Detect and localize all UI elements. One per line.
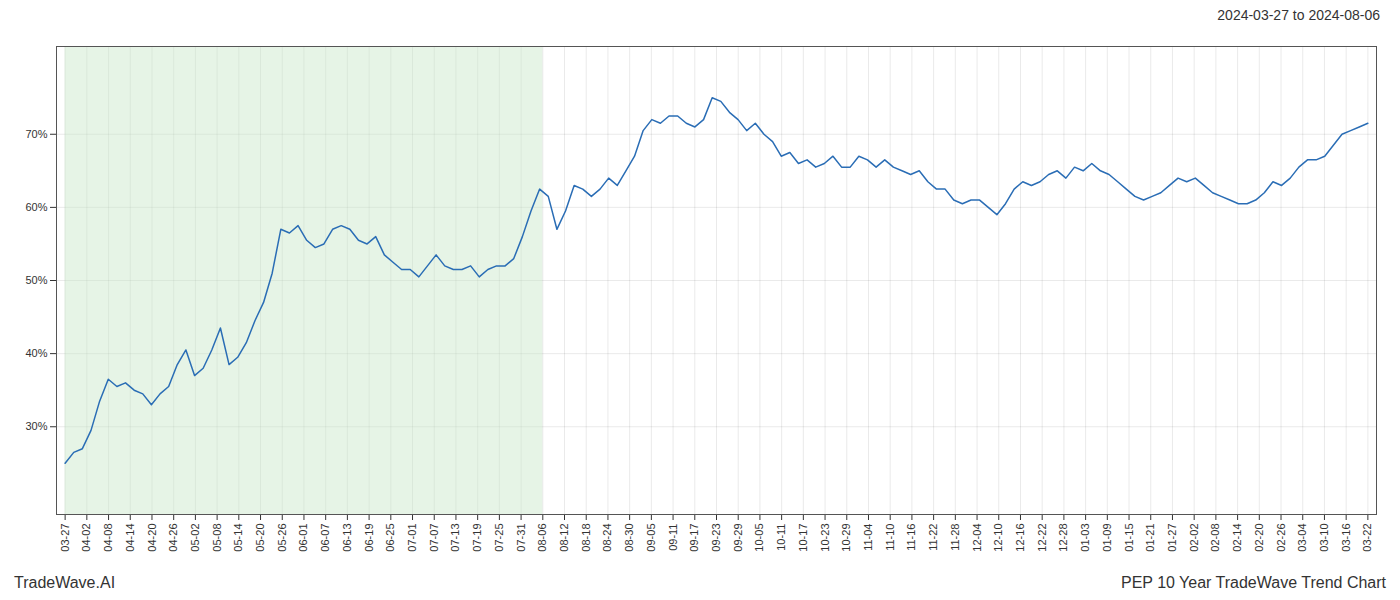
svg-text:04-08: 04-08 [102,524,114,552]
svg-text:08-06: 08-06 [536,524,548,552]
svg-text:40%: 40% [25,347,47,359]
svg-text:12-28: 12-28 [1057,524,1069,552]
svg-text:08-12: 08-12 [558,524,570,552]
svg-text:05-20: 05-20 [254,524,266,552]
svg-text:30%: 30% [25,420,47,432]
svg-text:06-13: 06-13 [341,524,353,552]
svg-text:10-05: 10-05 [753,524,765,552]
html-text:TradeWave.AI: TradeWave.AI [14,574,116,591]
svg-text:70%: 70% [25,128,47,140]
svg-text:12-04: 12-04 [971,524,983,552]
svg-text:05-02: 05-02 [189,524,201,552]
svg-text:09-11: 09-11 [667,524,679,551]
svg-text:09-17: 09-17 [688,524,700,552]
svg-text:08-30: 08-30 [623,524,635,552]
svg-text:12-10: 12-10 [992,524,1004,552]
svg-text:04-14: 04-14 [124,524,136,552]
svg-text:03-04: 03-04 [1296,524,1308,552]
svg-text:12-16: 12-16 [1014,524,1026,552]
svg-text:02-20: 02-20 [1253,524,1265,552]
svg-text:02-14: 02-14 [1231,524,1243,552]
svg-text:02-08: 02-08 [1209,524,1221,552]
svg-text:05-14: 05-14 [232,524,244,552]
svg-text:09-05: 09-05 [645,524,657,552]
svg-text:11-10: 11-10 [884,524,896,551]
svg-text:01-27: 01-27 [1166,524,1178,552]
svg-text:03-27: 03-27 [59,524,71,552]
svg-text:09-23: 09-23 [710,524,722,552]
svg-text:10-29: 10-29 [840,524,852,552]
svg-text:10-23: 10-23 [819,524,831,552]
svg-text:01-09: 01-09 [1101,524,1113,552]
svg-text:09-29: 09-29 [732,524,744,552]
svg-text:02-26: 02-26 [1275,524,1287,552]
svg-text:11-22: 11-22 [927,524,939,551]
svg-text:07-13: 07-13 [449,524,461,552]
svg-text:04-20: 04-20 [145,524,157,552]
svg-text:01-21: 01-21 [1144,524,1156,552]
svg-text:03-10: 03-10 [1318,524,1330,552]
svg-text:06-19: 06-19 [363,524,375,552]
svg-text:03-16: 03-16 [1340,524,1352,552]
svg-text:07-31: 07-31 [515,524,527,552]
svg-text:06-01: 06-01 [297,524,309,552]
svg-text:60%: 60% [25,201,47,213]
svg-text:06-07: 06-07 [319,524,331,552]
svg-text:01-15: 01-15 [1123,524,1135,552]
svg-text:11-04: 11-04 [862,524,874,551]
svg-text:05-26: 05-26 [276,524,288,552]
svg-text:04-02: 04-02 [80,524,92,552]
svg-text:12-22: 12-22 [1036,524,1048,552]
svg-text:05-08: 05-08 [211,524,223,552]
html-text:PEP 10 Year TradeWave Trend Ch: PEP 10 Year TradeWave Trend Chart [1121,574,1386,591]
svg-text:04-26: 04-26 [167,524,179,552]
svg-text:07-07: 07-07 [428,524,440,552]
svg-text:10-17: 10-17 [797,524,809,552]
svg-text:06-25: 06-25 [384,524,396,552]
svg-text:07-25: 07-25 [493,524,505,552]
svg-text:01-03: 01-03 [1079,524,1091,552]
svg-text:11-16: 11-16 [905,524,917,551]
svg-text:50%: 50% [25,274,47,286]
svg-text:10-11: 10-11 [775,524,787,551]
svg-text:07-01: 07-01 [406,524,418,552]
svg-text:11-28: 11-28 [949,524,961,551]
svg-text:02-02: 02-02 [1188,524,1200,552]
svg-text:03-22: 03-22 [1361,524,1373,552]
svg-text:07-19: 07-19 [471,524,483,552]
html-text:2024-03-27 to 2024-08-06: 2024-03-27 to 2024-08-06 [1217,7,1380,23]
svg-text:08-24: 08-24 [601,524,613,552]
svg-text:08-18: 08-18 [580,524,592,552]
